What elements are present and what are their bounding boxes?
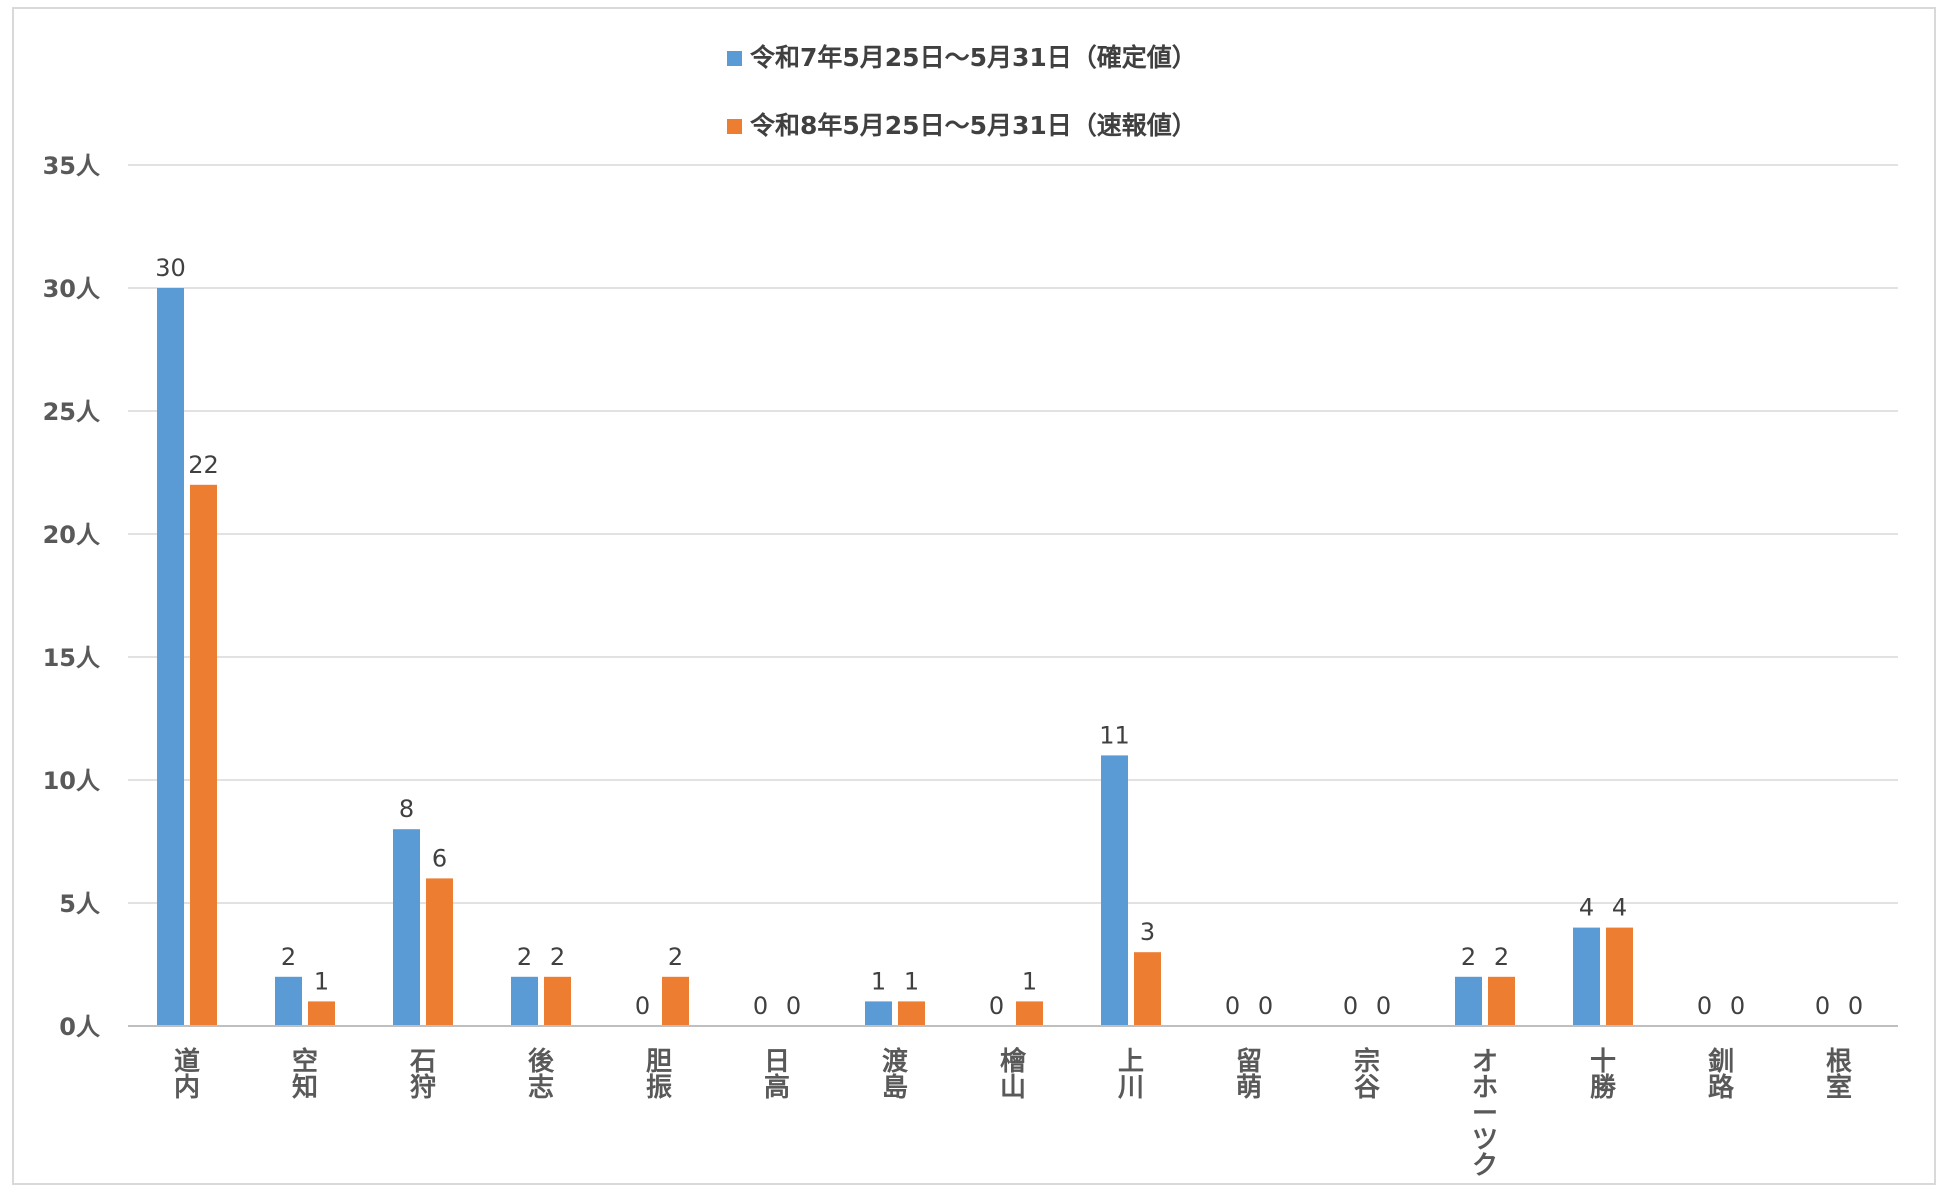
category-label: 宗谷 [1354,1046,1381,1103]
data-label: 0 [635,992,650,1020]
data-label: 22 [188,451,219,479]
bar-r7-1 [275,976,302,1026]
data-label: 0 [1343,992,1358,1020]
category-label: 空知 [292,1046,318,1103]
y-axis: 0人 5人 10人 15人 20人 25人 30人 35人 [43,152,100,1041]
category-label: 十勝 [1590,1047,1617,1103]
category-label: 道内 [174,1046,200,1103]
category-label: 根室 [1826,1047,1852,1103]
category-label: 石狩 [409,1047,436,1103]
data-label: 4 [1612,894,1627,922]
data-label: 6 [432,844,447,872]
data-label: 8 [399,795,414,823]
category-label: 日高 [764,1047,790,1103]
data-label: 0 [1815,992,1830,1020]
data-label: 0 [1697,992,1712,1020]
bar-r8-7 [1016,1001,1043,1026]
data-label: 4 [1579,894,1594,922]
bar-r7-8 [1101,755,1128,1026]
data-label: 3 [1140,918,1155,946]
legend-label: 令和8年5月25日～5月31日（速報値） [750,111,1197,140]
y-tick-label: 0人 [59,1013,100,1041]
data-label: 0 [753,992,768,1020]
y-tick-label: 25人 [43,398,100,426]
category-label: 檜山 [1000,1046,1027,1103]
y-tick-label: 10人 [43,767,100,795]
bar-r7-0 [157,288,184,1026]
category-label: 渡島 [882,1046,909,1103]
bar-r7-6 [865,1001,892,1026]
category-label: 胆振 [646,1047,672,1103]
legend-swatch [727,51,742,66]
legend: 令和7年5月25日～5月31日（確定値） 令和8年5月25日～5月31日（速報値） [727,43,1197,140]
data-label: 1 [904,967,919,995]
data-label: 0 [1376,992,1391,1020]
bar-r8-2 [426,878,453,1026]
category-label: 上川 [1118,1047,1144,1103]
data-label: 2 [668,943,683,971]
bar-r8-3 [544,976,571,1026]
y-tick-label: 15人 [43,644,100,672]
data-label: 2 [281,943,296,971]
bars [157,288,1633,1026]
data-label: 1 [871,967,886,995]
y-tick-label: 20人 [43,521,100,549]
bar-r8-0 [190,484,217,1026]
data-label: 0 [1848,992,1863,1020]
bar-r8-11 [1488,976,1515,1026]
y-tick-label: 35人 [43,152,100,180]
data-label: 1 [1022,967,1037,995]
bar-r7-12 [1573,927,1600,1026]
data-label: 2 [517,943,532,971]
bar-r7-11 [1455,976,1482,1026]
category-label: 留萌 [1236,1047,1262,1103]
data-label: 0 [1730,992,1745,1020]
x-axis: 道内 空知 石狩 後志 胆振 日高 渡島 檜山 上川 留萌 宗谷 オホーツク 十勝 釧路 根室 [128,1025,1898,1181]
data-label: 2 [1494,943,1509,971]
category-label: 後志 [528,1046,555,1103]
data-label: 0 [1225,992,1240,1020]
data-label: 2 [550,943,565,971]
data-label: 30 [155,254,186,282]
legend-label: 令和7年5月25日～5月31日（確定値） [750,43,1197,72]
data-label: 2 [1461,943,1476,971]
y-tick-label: 5人 [59,890,100,918]
bar-r8-4 [662,976,689,1026]
bar-r8-12 [1606,927,1633,1026]
bar-r8-1 [308,1001,335,1026]
bar-r7-3 [511,976,538,1026]
data-label: 11 [1099,721,1130,749]
data-label: 0 [989,992,1004,1020]
bar-r8-6 [898,1001,925,1026]
data-label: 1 [314,967,329,995]
y-tick-label: 30人 [43,275,100,303]
category-label: オホーツク [1472,1047,1498,1181]
bar-r8-8 [1134,952,1161,1026]
data-label: 0 [1258,992,1273,1020]
bar-r7-2 [393,829,420,1026]
legend-swatch [727,119,742,134]
category-label: 釧路 [1708,1047,1735,1103]
data-label: 0 [786,992,801,1020]
